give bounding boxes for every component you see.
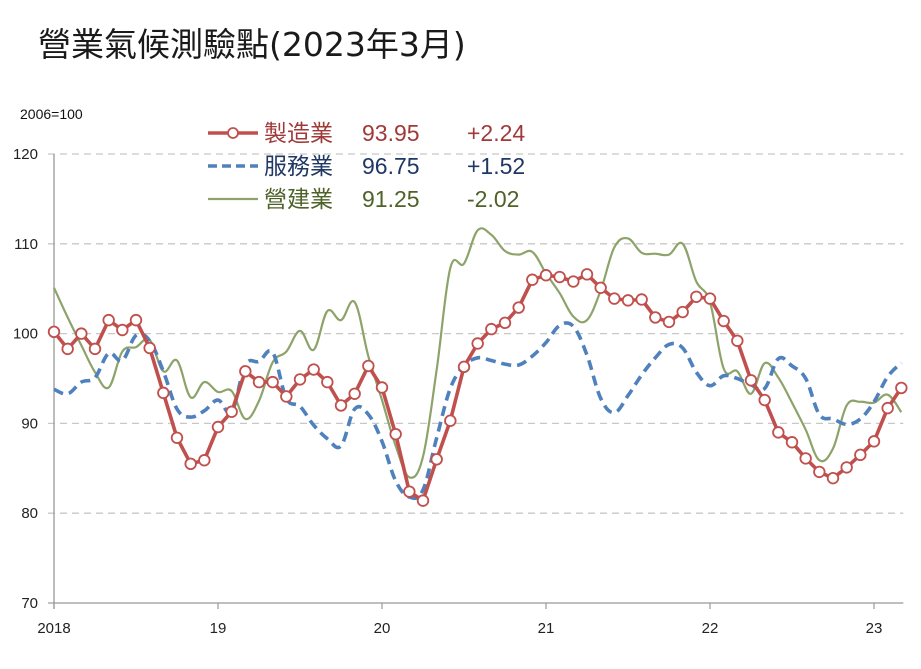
y-tick-label: 120 (13, 146, 38, 163)
chart-title: 營業氣候測驗點(2023年3月) (38, 25, 466, 64)
data-point-marker (840, 461, 853, 474)
data-point-marker (785, 436, 799, 449)
legend-series-name: 製造業 (264, 121, 333, 147)
data-point-marker (198, 454, 211, 467)
data-point-marker (430, 453, 443, 466)
x-tick-label: 2018 (37, 620, 70, 637)
series-line-manufacturing (52, 272, 903, 503)
data-point-marker (553, 270, 566, 284)
data-point-marker (539, 269, 553, 282)
legend-item: 製造業 93.95 +2.24 (208, 120, 525, 147)
data-point-marker (348, 387, 361, 400)
data-point-marker (676, 305, 689, 319)
data-point-marker (375, 381, 389, 394)
data-point-marker (116, 323, 129, 337)
data-point-marker (416, 494, 430, 507)
data-point-marker (102, 313, 115, 327)
x-tick-label: 20 (374, 620, 391, 637)
x-tick-label: 21 (538, 620, 555, 637)
data-point-marker (703, 292, 717, 305)
gridlines (48, 153, 904, 514)
legend-item: 營建業 91.25 -2.02 (208, 186, 519, 213)
data-point-marker (321, 375, 334, 389)
x-tick-label: 23 (866, 620, 883, 637)
data-point-marker (47, 325, 61, 339)
data-point-marker (526, 273, 539, 286)
data-point-marker (129, 313, 143, 327)
data-point-marker (662, 315, 676, 329)
y-tick-label: 80 (21, 505, 38, 522)
data-point-marker (157, 386, 170, 400)
legend-item: 服務業 96.75 +1.52 (208, 153, 525, 180)
data-point-marker (621, 294, 635, 307)
data-point-marker (744, 374, 758, 387)
data-point-marker (211, 420, 225, 434)
axes: 70 80 90 100 110 120 2018 19 20 21 22 23 (13, 146, 904, 637)
data-point-marker (717, 314, 730, 328)
data-point-marker (444, 414, 457, 427)
data-point-marker (813, 465, 826, 479)
data-point-marker (61, 342, 74, 356)
data-point-marker (826, 471, 840, 485)
y-tick-label: 70 (21, 595, 38, 612)
series-line-construction (53, 227, 903, 479)
data-point-marker (690, 290, 703, 303)
data-point-marker (280, 390, 293, 403)
data-point-marker (88, 342, 102, 356)
data-point-marker (854, 448, 867, 462)
data-point-marker (608, 292, 621, 305)
data-point-marker (362, 359, 375, 373)
data-point-marker (239, 365, 252, 378)
y-tick-label: 100 (13, 326, 38, 343)
data-point-marker (594, 281, 607, 295)
data-point-marker (580, 268, 594, 281)
y-tick-label: 90 (21, 415, 38, 432)
data-point-marker (471, 337, 484, 350)
data-point-marker (184, 457, 197, 471)
series-line-services (53, 321, 903, 501)
data-point-marker (512, 301, 525, 314)
data-point-marker (225, 405, 238, 418)
data-point-marker (307, 363, 320, 376)
data-point-marker (881, 401, 894, 415)
data-point-marker (731, 334, 744, 347)
legend-change: -2.02 (467, 186, 519, 212)
legend: 製造業 93.95 +2.24 服務業 96.75 +1.52 營建業 91.25 -2.02 (208, 120, 525, 213)
legend-series-name: 服務業 (264, 154, 333, 180)
legend-series-name: 營建業 (264, 187, 333, 213)
data-point-marker (867, 435, 881, 448)
series-lines (47, 227, 908, 507)
data-point-marker (649, 311, 662, 324)
legend-value: 96.75 (362, 153, 420, 179)
data-point-marker (457, 360, 471, 374)
data-point-marker (293, 373, 307, 386)
y-axis-base-label: 2006=100 (20, 106, 83, 122)
data-point-marker (403, 485, 416, 498)
legend-change: +2.24 (467, 120, 525, 146)
data-point-marker (143, 341, 156, 355)
x-tick-label: 19 (210, 620, 227, 637)
data-point-marker (266, 375, 279, 389)
x-tick-label: 22 (702, 620, 719, 637)
data-point-marker (485, 322, 498, 336)
data-point-marker (170, 431, 184, 444)
data-point-marker (567, 275, 580, 288)
data-point-marker (75, 327, 88, 340)
data-point-marker (758, 393, 771, 407)
y-tick-label: 110 (14, 236, 38, 253)
legend-change: +1.52 (467, 153, 525, 179)
data-point-marker (799, 452, 812, 465)
data-point-marker (635, 293, 648, 306)
data-point-marker (334, 399, 348, 412)
data-point-marker (389, 427, 402, 441)
legend-value: 93.95 (362, 120, 420, 146)
data-point-marker (895, 381, 908, 395)
data-point-marker (252, 375, 266, 389)
data-point-marker (498, 316, 512, 330)
legend-value: 91.25 (362, 186, 420, 212)
data-point-marker (772, 426, 785, 439)
